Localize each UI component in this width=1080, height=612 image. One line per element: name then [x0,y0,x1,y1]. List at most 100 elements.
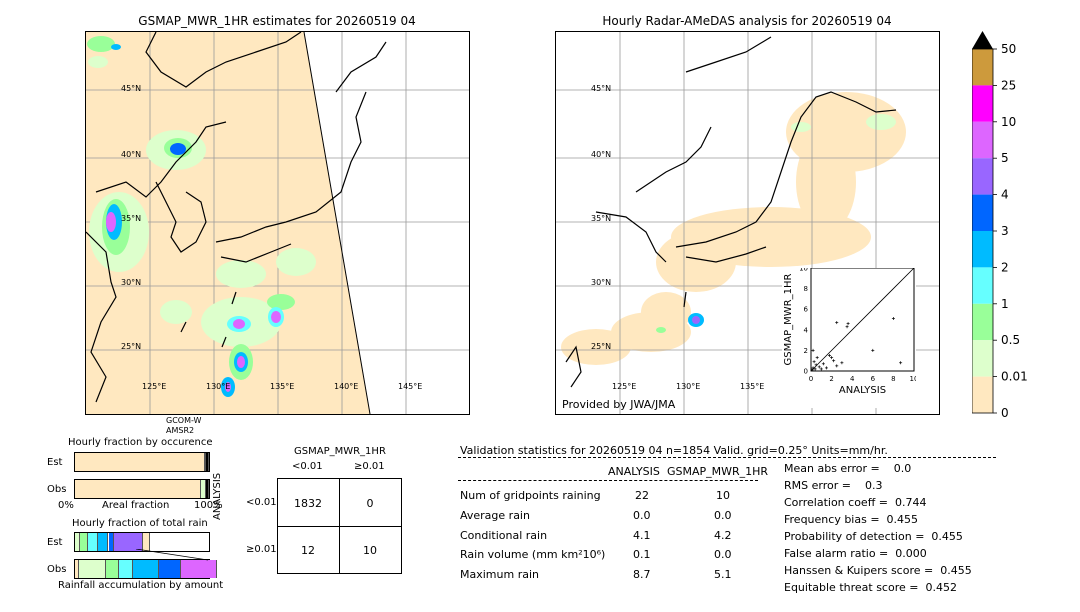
lon-label: 130°E [676,382,701,391]
colorbar-label: 3 [1001,224,1009,238]
colorbar-label: 0.5 [1001,333,1020,347]
scatter-point [871,348,875,352]
row-gsmap: 10 [716,489,730,502]
contingency-title: GSMAP_MWR_1HR [294,446,386,457]
scatter-point [828,354,832,358]
scatter-ytick: 0 [804,368,808,376]
scatter-point [835,364,839,368]
lon-label: 135°E [270,382,295,391]
contingency-row-header: ≥0.01 [246,544,277,555]
lat-label: 25°N [121,342,142,351]
colorbar-extend-arrow [972,31,993,49]
colorbar-label: 0 [1001,406,1009,420]
lat-label: 25°N [591,342,612,351]
scatter-ylabel: GSMAP_MWR_1HR [783,274,794,366]
scatter-ytick: 8 [804,285,808,293]
bar-segment [97,533,109,551]
bar-segment [113,533,144,551]
left-map-title: GSMAP_MWR_1HR estimates for 20260519 04 [138,14,416,28]
colorbar-segment [972,85,993,122]
sensor-name: AMSR2 [166,426,195,435]
scatter-point [812,360,816,364]
colorbar-label: 0.01 [1001,370,1028,384]
occurrence-obs-label: Obs [47,484,67,495]
contingency-col-header: <0.01 [292,461,323,472]
colorbar-label: 25 [1001,78,1016,92]
score-line: Hanssen & Kuipers score = 0.455 [784,564,972,577]
lon-label: 125°E [612,382,637,391]
colorbar-segment [972,194,993,231]
lat-label: 30°N [591,278,612,287]
contingency-row-header: <0.01 [246,497,277,508]
scatter-point [832,359,836,363]
scatter-point [830,356,834,360]
occurrence-est-label: Est [47,457,63,468]
bar-segment [206,480,209,498]
scatter-point [814,363,818,367]
contingency-col-header: ≥0.01 [354,461,385,472]
lon-label: 145°E [398,382,423,391]
lat-label: 45°N [121,84,142,93]
map-grid [86,32,469,414]
scatter-point [845,325,849,329]
scatter-point [819,367,823,371]
scatter-xtick: 6 [871,375,876,383]
contingency-grid: 1832 0 12 10 [277,478,402,574]
lat-label: 40°N [591,150,612,159]
row-gsmap: 5.1 [714,568,732,581]
lon-label: 140°E [334,382,359,391]
scatter-point [899,361,903,365]
scatter-ytick: 4 [804,326,809,334]
left-map[interactable]: 45°N 40°N 35°N 30°N 25°N 125°E 130°E 135… [85,31,470,415]
contingency-cell: 10 [363,544,377,557]
bar-segment [79,560,106,578]
scatter-point [817,365,821,369]
row-label: Conditional rain [460,529,548,542]
scatter-point [840,361,844,365]
occurrence-xlabel: Areal fraction [102,500,170,511]
score-line: Frequency bias = 0.455 [784,513,919,526]
row-label: Maximum rain [460,568,539,581]
right-map-canvas [556,32,939,414]
scatter-plot: 00 2 2 4 4 6 6 8 8 10 10 ANALYSIS GSMAP_MWR_1HR [783,265,918,397]
occurrence-xtick-right: 100% [194,500,223,511]
scatter-point [846,322,850,326]
row-analysis: 8.7 [633,568,651,581]
lon-label: 130°E [206,382,231,391]
row-analysis: 0.1 [633,548,651,561]
bar-segment [80,533,89,551]
occurrence-obs-bar [74,479,210,499]
colorbar-label: 50 [1001,42,1016,56]
validation-title: Validation statistics for 20260519 04 n=… [460,444,888,457]
scatter-point [821,362,825,366]
right-map[interactable]: 45°N 40°N 35°N 30°N 25°N 125°E 130°E 135… [555,31,940,415]
total-rain-obs-label: Obs [47,564,67,575]
scatter-xlabel: ANALYSIS [839,385,886,396]
bar-segment [105,560,120,578]
scatter-xtick: 0 [809,375,813,383]
bar-segment [88,533,98,551]
validation-title-rule [458,457,996,458]
total-rain-title: Hourly fraction of total rain [72,518,208,529]
analysis-rain [656,114,896,333]
scatter-point [824,366,828,370]
contingency-cell: 0 [366,497,374,510]
col-header-analysis: ANALYSIS [608,465,660,478]
bar-segment [143,533,151,551]
scatter-xtick: 2 [829,375,833,383]
colorbar-segment [972,49,993,86]
scatter-inset: 00 2 2 4 4 6 6 8 8 10 10 ANALYSIS GSMAP_MWR_1HR [782,265,918,408]
bar-segment [159,560,181,578]
bar-segment [119,560,133,578]
bar-segment [75,533,81,551]
satellite-swath [86,32,370,414]
bar-segment [204,453,207,471]
col-header-gsmap: GSMAP_MWR_1HR [667,465,769,478]
scatter-point [813,367,817,371]
lat-label: 40°N [121,150,142,159]
bar-segment [206,453,209,471]
scatter-diagonal [810,267,915,372]
colorbar-label: 10 [1001,115,1016,129]
row-label: Num of gridpoints raining [460,489,601,502]
contingency-cell: 12 [301,544,315,557]
